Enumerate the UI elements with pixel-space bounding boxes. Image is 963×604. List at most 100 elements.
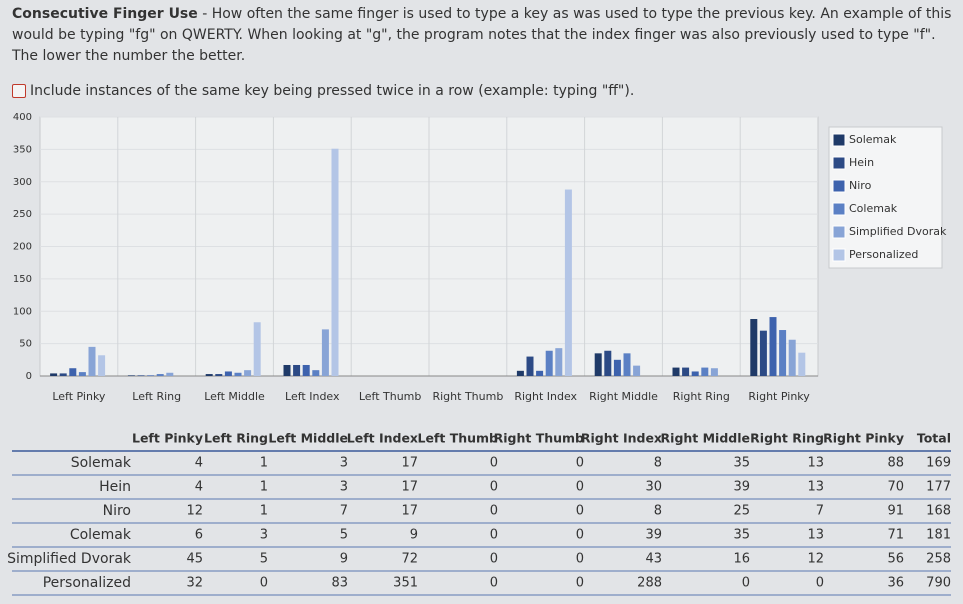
table-cell: 177 (926, 480, 951, 495)
table-cell: 35 (733, 528, 750, 543)
bar (78, 372, 86, 376)
legend-box (828, 126, 943, 269)
table-cell: 1 (260, 504, 268, 519)
x-tick-label: Right Pinky (748, 390, 810, 403)
table-cell: 0 (490, 528, 498, 543)
table-cell: 7 (816, 504, 824, 519)
bar (205, 374, 213, 376)
bar (166, 372, 174, 376)
legend-label: Colemak (849, 202, 898, 215)
table-cell: 7 (340, 504, 348, 519)
bar (234, 372, 242, 376)
legend-swatch (832, 179, 846, 193)
y-tick-label: 100 (13, 306, 32, 317)
table-cell: 72 (401, 552, 418, 567)
table-cell: 35 (733, 456, 750, 471)
table-cell: 0 (490, 456, 498, 471)
x-tick-label: Right Middle (589, 390, 658, 403)
bar (526, 356, 534, 376)
table-cell: 0 (490, 552, 498, 567)
table-cell: 25 (733, 504, 750, 519)
description-title: Consecutive Finger Use (12, 6, 198, 22)
table-cell: 0 (576, 480, 584, 495)
description: Consecutive Finger Use - How often the s… (12, 4, 957, 67)
bar (564, 189, 572, 376)
y-tick-label: 300 (13, 177, 32, 188)
table-cell: 13 (807, 480, 824, 495)
bar (759, 330, 767, 376)
table-header: Total (917, 431, 951, 446)
bar (293, 364, 301, 376)
bar (604, 350, 612, 376)
bar (710, 368, 718, 376)
table-cell: 169 (926, 456, 951, 471)
bar (633, 365, 641, 376)
table-cell: 8 (654, 456, 662, 471)
legend-label: Personalized (849, 248, 918, 261)
table-header: Right Thumb (494, 431, 584, 446)
y-tick-label: 50 (19, 339, 32, 350)
table-header: Right Middle (661, 431, 750, 446)
table-header: Left Thumb (417, 431, 498, 446)
bar (147, 375, 155, 376)
x-tick-label: Left Thumb (359, 390, 422, 403)
table-cell: 39 (733, 480, 750, 495)
bar (244, 370, 252, 376)
x-tick-label: Right Ring (673, 390, 730, 403)
table-cell: 0 (816, 576, 824, 591)
row-label: Simplified Dvorak (7, 551, 132, 567)
table-cell: 0 (490, 576, 498, 591)
y-tick-label: 0 (26, 371, 32, 382)
table-header: Left Ring (204, 431, 268, 446)
table-cell: 4 (195, 480, 203, 495)
table-cell: 181 (926, 528, 951, 543)
bar (127, 375, 135, 376)
table-cell: 9 (340, 552, 348, 567)
bar (312, 370, 320, 376)
table-cell: 30 (645, 480, 662, 495)
table-header: Left Middle (268, 431, 348, 446)
y-tick-label: 150 (13, 274, 32, 285)
table-cell: 32 (186, 576, 203, 591)
bar (59, 373, 67, 376)
table-cell: 1 (260, 456, 268, 471)
row-label: Solemak (71, 455, 132, 471)
bar (779, 330, 787, 376)
x-tick-label: Left Pinky (52, 390, 106, 403)
x-tick-label: Left Middle (204, 390, 265, 403)
table-cell: 0 (576, 576, 584, 591)
table-cell: 1 (260, 480, 268, 495)
table-cell: 83 (331, 576, 348, 591)
table-cell: 13 (807, 528, 824, 543)
legend-swatch (832, 248, 846, 262)
bar (545, 350, 553, 376)
table-header: Right Pinky (823, 431, 904, 446)
table-cell: 39 (645, 528, 662, 543)
table-cell: 0 (490, 480, 498, 495)
legend-swatch (832, 133, 846, 147)
table-cell: 3 (260, 528, 268, 543)
table-cell: 288 (637, 576, 662, 591)
bar (283, 364, 291, 376)
table-header: Left Index (347, 431, 418, 446)
table-cell: 0 (576, 456, 584, 471)
bar (682, 367, 690, 376)
table-cell: 0 (260, 576, 268, 591)
bar (156, 374, 164, 376)
row-label: Personalized (43, 575, 131, 591)
checkbox-label[interactable]: Include instances of the same key being … (30, 83, 635, 99)
y-tick-label: 200 (13, 242, 32, 253)
table-cell: 258 (926, 552, 951, 567)
bar (137, 375, 145, 376)
row-label: Colemak (70, 527, 132, 543)
bar (701, 367, 709, 376)
bar (623, 353, 631, 376)
y-tick-label: 400 (13, 112, 32, 123)
table-cell: 9 (410, 528, 418, 543)
checkbox[interactable] (12, 84, 26, 98)
bar (98, 355, 106, 376)
legend-label: Solemak (849, 133, 897, 146)
bar (331, 148, 339, 376)
table-cell: 70 (887, 480, 904, 495)
table-cell: 790 (926, 576, 951, 591)
